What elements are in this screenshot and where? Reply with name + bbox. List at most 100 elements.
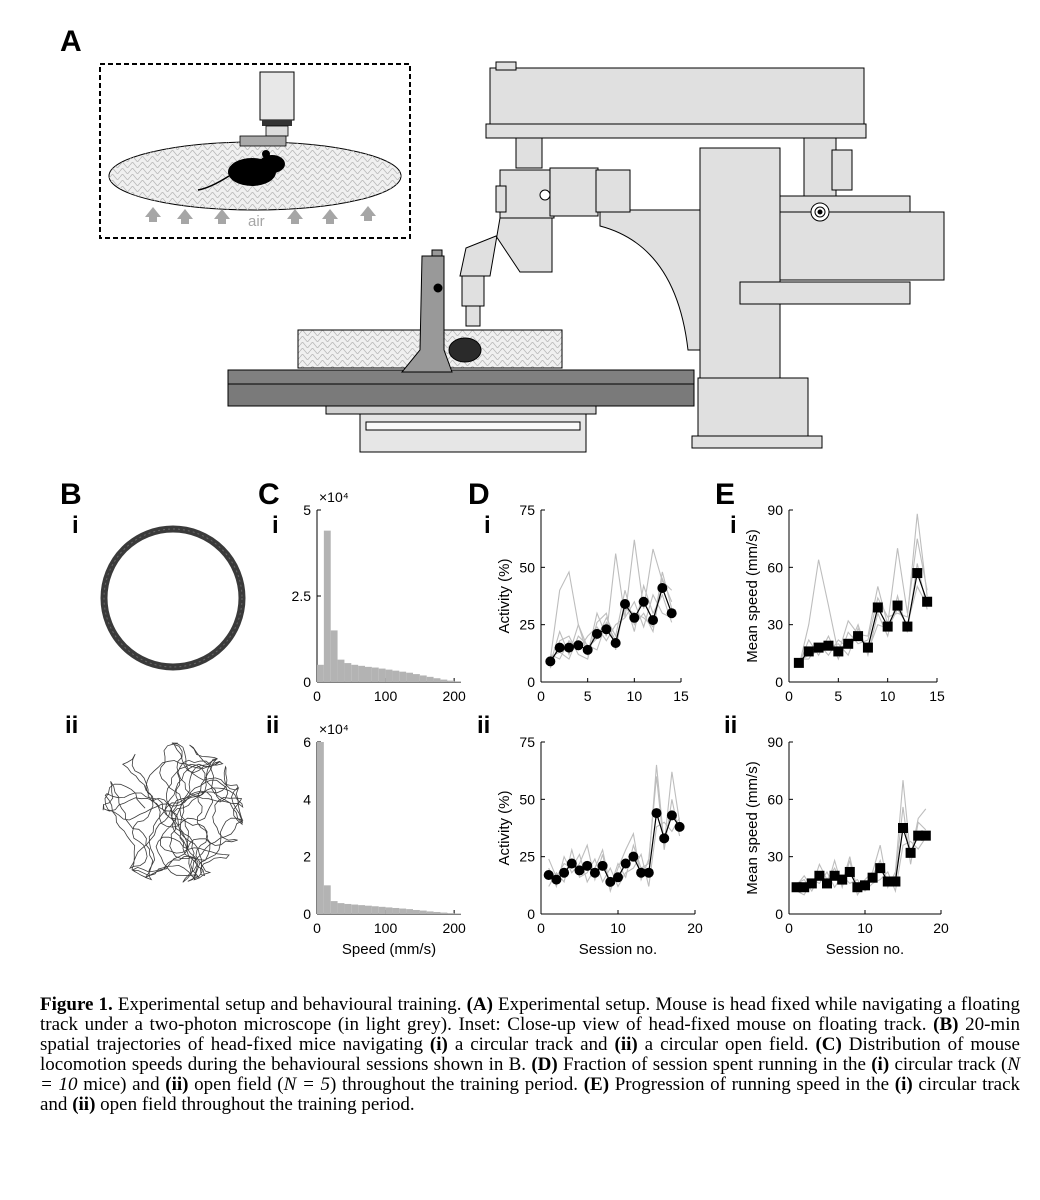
- mean-point: [551, 874, 562, 885]
- histogram-bar: [413, 674, 420, 682]
- x-tick-label: 20: [933, 920, 949, 936]
- sublabel-c-i: i: [272, 512, 279, 539]
- mean-point: [822, 878, 832, 889]
- histogram-bar: [365, 905, 372, 914]
- y-tick-label: 75: [519, 502, 535, 518]
- histogram-bar: [440, 679, 448, 682]
- histogram-bar: [392, 670, 400, 682]
- mean-point: [613, 872, 623, 883]
- mean-point: [862, 642, 873, 653]
- y-tick-label: 90: [767, 502, 783, 518]
- x-tick-label: 200: [442, 688, 466, 704]
- histogram-bar: [378, 906, 386, 914]
- y-tick-label: 0: [775, 906, 783, 922]
- mean-point: [543, 870, 554, 881]
- mean-point: [902, 621, 913, 632]
- open-field-trajectory: [102, 742, 244, 883]
- histogram-bar: [447, 913, 455, 914]
- mean-point: [813, 642, 824, 653]
- caption-ref-c: (C): [815, 1034, 842, 1055]
- y-tick-label: 5: [303, 502, 311, 518]
- caption-text: Fraction of session spent running in the: [557, 1054, 872, 1075]
- mean-point: [912, 568, 923, 579]
- mean-point: [573, 640, 584, 651]
- mean-point: [892, 600, 903, 611]
- histogram-bar: [447, 680, 455, 682]
- x-axis-label: Speed (mm/s): [342, 941, 436, 958]
- caption-text: mice) and: [77, 1074, 166, 1095]
- mean-point: [628, 851, 639, 862]
- mean-point: [843, 638, 854, 649]
- x-tick-label: 10: [610, 920, 626, 936]
- x-tick-label: 100: [374, 688, 398, 704]
- mean-point: [833, 646, 844, 657]
- mean-point: [791, 882, 802, 893]
- x-axis-label: Session no.: [579, 941, 657, 958]
- histogram-bar: [385, 669, 393, 682]
- x-tick-label: 200: [442, 920, 466, 936]
- panel-b-trajectories: [100, 525, 246, 883]
- mean-point: [898, 823, 908, 833]
- mean-point: [605, 876, 616, 887]
- mean-point: [875, 863, 886, 874]
- histogram-bar: [426, 911, 434, 914]
- y-axis-label: Mean speed (mm/s): [744, 529, 761, 662]
- x-tick-label: 10: [627, 688, 643, 704]
- histogram-bar: [433, 911, 441, 914]
- histogram-bar: [413, 909, 420, 914]
- open-field-path: [102, 742, 244, 883]
- sublabel-e-ii: ii: [724, 712, 738, 739]
- mean-point: [564, 642, 574, 653]
- mean-point: [837, 874, 848, 885]
- caption-text: Distribution of mouse locomotion speeds …: [40, 1034, 1020, 1075]
- caption-text: circular track and: [40, 1074, 1021, 1115]
- caption-text: open field throughout the training perio…: [95, 1094, 415, 1115]
- x-tick-label: 0: [313, 920, 321, 936]
- y-tick-label: 0: [527, 906, 535, 922]
- mean-point: [920, 830, 931, 841]
- x-tick-label: 0: [785, 920, 793, 936]
- mean-point: [582, 644, 593, 655]
- histogram-bar: [358, 905, 365, 914]
- mean-point: [860, 880, 870, 891]
- sublabel-d-ii: ii: [477, 712, 491, 739]
- air-label: air: [248, 213, 265, 230]
- x-tick-label: 5: [584, 688, 592, 704]
- caption-ref-b: (B): [933, 1014, 959, 1035]
- mean-point: [882, 876, 893, 887]
- mean-point: [853, 631, 864, 642]
- mean-point: [666, 608, 677, 619]
- mean-point: [905, 847, 916, 858]
- x-tick-label: 15: [673, 688, 689, 704]
- x-axis-label: Session no.: [826, 941, 904, 958]
- sublabel-b-ii: ii: [65, 712, 79, 739]
- x-tick-label: 100: [374, 920, 398, 936]
- histogram-bar: [433, 678, 441, 682]
- mean-point: [589, 867, 600, 878]
- y-tick-label: 0: [303, 674, 311, 690]
- figure-caption: Figure 1. Experimental setup and behavio…: [40, 995, 1020, 1115]
- histogram-bar: [419, 910, 427, 914]
- y-tick-label: 60: [767, 559, 783, 575]
- histogram-bar: [371, 667, 379, 682]
- histogram-bar: [406, 909, 413, 914]
- caption-text: open field (: [188, 1074, 284, 1095]
- y-tick-label: 0: [527, 674, 535, 690]
- mean-point: [872, 602, 883, 613]
- panel-label-e: E: [715, 478, 736, 511]
- y-tick-label: 25: [519, 617, 535, 633]
- sublabel-c-ii: ii: [266, 712, 280, 739]
- caption-math: N = 10: [40, 1054, 1021, 1095]
- x-tick-label: 20: [687, 920, 703, 936]
- y-tick-label: 0: [303, 906, 311, 922]
- mean-point: [651, 808, 662, 819]
- mean-point: [793, 657, 804, 668]
- y-tick-label: 30: [767, 849, 783, 865]
- caption-ref-e: (E): [583, 1074, 610, 1095]
- histogram-bar: [371, 906, 379, 914]
- y-tick-label: 25: [519, 849, 535, 865]
- histogram-bar: [406, 672, 413, 682]
- y-tick-label: 2: [303, 849, 311, 865]
- inset-closeup: air: [99, 63, 411, 239]
- caption-ref-i: (i): [871, 1054, 890, 1075]
